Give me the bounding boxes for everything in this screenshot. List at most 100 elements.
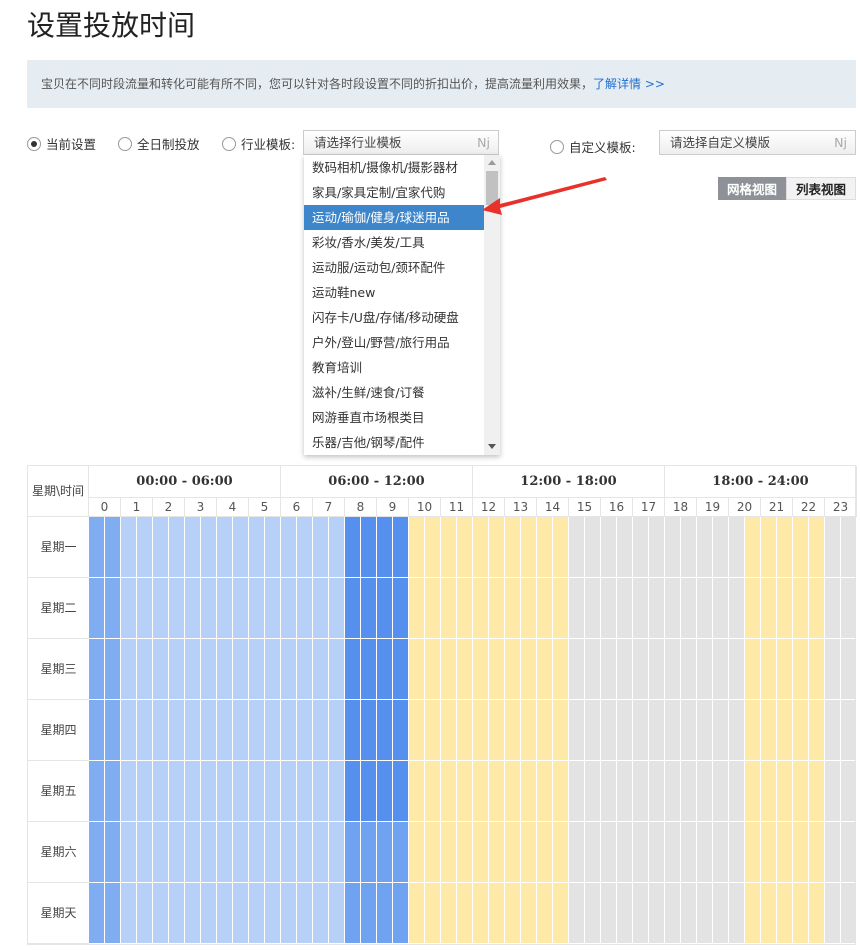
hour-header[interactable]: 8 <box>345 498 377 517</box>
time-slot[interactable] <box>265 639 280 699</box>
time-slot[interactable] <box>409 517 424 577</box>
time-slot[interactable] <box>665 639 680 699</box>
hour-header[interactable]: 22 <box>793 498 825 517</box>
grid-view-button[interactable]: 网格视图 <box>718 177 786 200</box>
time-slot[interactable] <box>361 761 376 821</box>
time-slot[interactable] <box>745 822 760 882</box>
dropdown-option[interactable]: 数码相机/摄像机/摄影器材 <box>312 160 458 175</box>
time-slot[interactable] <box>537 700 552 760</box>
time-slot[interactable] <box>521 761 536 821</box>
time-slot[interactable] <box>153 639 168 699</box>
time-slot[interactable] <box>825 761 840 821</box>
time-slot[interactable] <box>233 700 248 760</box>
time-slot[interactable] <box>489 883 504 943</box>
time-slot[interactable] <box>697 578 712 638</box>
dropdown-option[interactable]: 网游垂直市场根类目 <box>312 410 425 425</box>
time-slot[interactable] <box>265 761 280 821</box>
time-slot[interactable] <box>169 883 184 943</box>
time-slot[interactable] <box>441 578 456 638</box>
time-slot[interactable] <box>601 822 616 882</box>
time-slot[interactable] <box>601 639 616 699</box>
time-slot[interactable] <box>793 517 808 577</box>
time-slot[interactable] <box>457 517 472 577</box>
hour-header[interactable]: 12 <box>473 498 505 517</box>
time-slot[interactable] <box>537 761 552 821</box>
time-slot[interactable] <box>617 761 632 821</box>
time-slot[interactable] <box>553 883 568 943</box>
time-slot[interactable] <box>233 639 248 699</box>
time-slot[interactable] <box>681 822 696 882</box>
time-slot[interactable] <box>313 822 328 882</box>
time-slot[interactable] <box>169 761 184 821</box>
radio-full-day[interactable]: 全日制投放 <box>118 134 200 153</box>
time-slot[interactable] <box>361 822 376 882</box>
time-slot[interactable] <box>761 883 776 943</box>
time-slot[interactable] <box>425 700 440 760</box>
time-slot[interactable] <box>281 761 296 821</box>
hour-header[interactable]: 21 <box>761 498 793 517</box>
time-slot[interactable] <box>281 639 296 699</box>
time-slot[interactable] <box>345 700 360 760</box>
time-slot[interactable] <box>505 883 520 943</box>
time-slot[interactable] <box>841 639 856 699</box>
time-slot[interactable] <box>841 761 856 821</box>
time-slot[interactable] <box>585 822 600 882</box>
time-slot[interactable] <box>729 700 744 760</box>
time-slot[interactable] <box>137 517 152 577</box>
time-slot[interactable] <box>313 700 328 760</box>
time-slot[interactable] <box>457 822 472 882</box>
time-slot[interactable] <box>185 700 200 760</box>
dropdown-option[interactable]: 家具/家具定制/宜家代购 <box>312 185 446 200</box>
radio-industry-template[interactable]: 行业模板: <box>222 134 295 153</box>
time-slot[interactable] <box>201 517 216 577</box>
hour-header[interactable]: 1 <box>121 498 153 517</box>
time-slot[interactable] <box>809 822 824 882</box>
time-slot[interactable] <box>537 517 552 577</box>
time-slot[interactable] <box>713 517 728 577</box>
time-slot[interactable] <box>361 578 376 638</box>
time-slot[interactable] <box>665 822 680 882</box>
time-slot[interactable] <box>569 517 584 577</box>
time-slot[interactable] <box>793 700 808 760</box>
time-slot[interactable] <box>217 883 232 943</box>
time-slot[interactable] <box>217 517 232 577</box>
time-slot[interactable] <box>489 639 504 699</box>
time-slot[interactable] <box>441 517 456 577</box>
hour-header[interactable]: 0 <box>89 498 121 517</box>
time-slot[interactable] <box>777 761 792 821</box>
time-slot[interactable] <box>233 517 248 577</box>
time-slot[interactable] <box>377 883 392 943</box>
time-slot[interactable] <box>105 761 120 821</box>
time-slot[interactable] <box>377 639 392 699</box>
time-slot[interactable] <box>121 700 136 760</box>
time-slot[interactable] <box>393 578 408 638</box>
time-slot[interactable] <box>697 700 712 760</box>
time-slot[interactable] <box>121 761 136 821</box>
time-slot[interactable] <box>169 822 184 882</box>
time-slot[interactable] <box>473 700 488 760</box>
time-slot[interactable] <box>89 639 104 699</box>
time-slot[interactable] <box>569 822 584 882</box>
time-slot[interactable] <box>457 578 472 638</box>
time-slot[interactable] <box>425 578 440 638</box>
time-slot[interactable] <box>553 578 568 638</box>
time-slot[interactable] <box>713 822 728 882</box>
time-slot[interactable] <box>633 517 648 577</box>
time-slot[interactable] <box>249 639 264 699</box>
time-slot[interactable] <box>537 822 552 882</box>
time-slot[interactable] <box>713 700 728 760</box>
time-slot[interactable] <box>601 578 616 638</box>
time-slot[interactable] <box>729 639 744 699</box>
time-slot[interactable] <box>393 761 408 821</box>
time-slot[interactable] <box>649 883 664 943</box>
time-slot[interactable] <box>201 822 216 882</box>
time-slot[interactable] <box>201 883 216 943</box>
time-slot[interactable] <box>329 822 344 882</box>
time-slot[interactable] <box>473 639 488 699</box>
time-slot[interactable] <box>713 578 728 638</box>
time-slot[interactable] <box>745 883 760 943</box>
time-slot[interactable] <box>809 700 824 760</box>
hour-header[interactable]: 2 <box>153 498 185 517</box>
time-slot[interactable] <box>313 517 328 577</box>
time-slot[interactable] <box>425 822 440 882</box>
